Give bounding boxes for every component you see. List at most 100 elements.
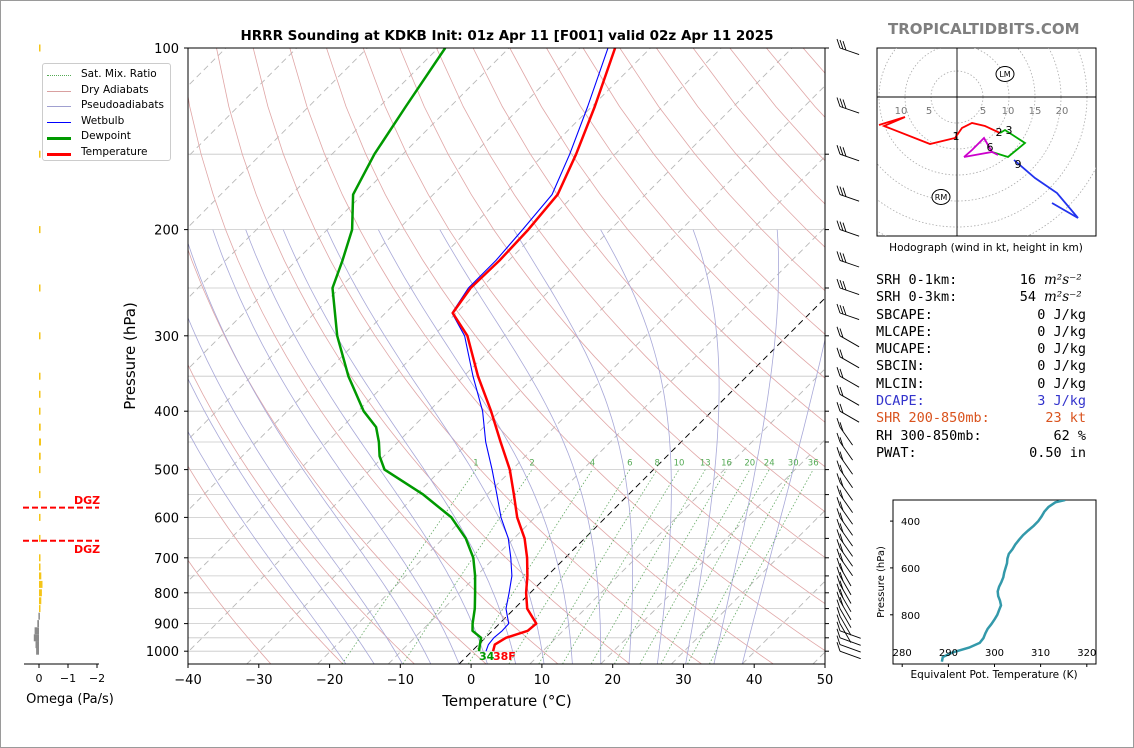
- omega-bar: [39, 572, 42, 580]
- barb-feather: [839, 279, 844, 290]
- param-row: MLCAPE: 0 J/kg: [876, 324, 1086, 341]
- barb-feather: [839, 328, 844, 338]
- barb-feather: [839, 437, 844, 447]
- omega-bar: [39, 226, 41, 234]
- barb-feather: [836, 557, 841, 568]
- legend-swatch: [47, 152, 71, 156]
- theta-e-panel: 280 290 300 310 320 400 600 800: [890, 499, 1097, 667]
- mixing-ratio-label: 20: [744, 459, 755, 469]
- wind-barb: [836, 447, 853, 475]
- y-tick-label: 300: [154, 330, 179, 345]
- skewt-ylabel: Pressure (hPa): [121, 302, 139, 410]
- wind-barb: [836, 185, 860, 202]
- barb-staff: [839, 259, 860, 268]
- barb-feather: [836, 326, 841, 336]
- wind-barb: [836, 599, 852, 628]
- barb-feather: [842, 187, 847, 197]
- moist-adiabat-line: [245, 229, 488, 664]
- x-tick-label: −20: [316, 673, 343, 688]
- omega-bar: [39, 423, 41, 431]
- barb-staff: [839, 229, 860, 237]
- barb-feather: [836, 621, 841, 631]
- moist-adiabat-line: [188, 242, 432, 664]
- dry-adiabat-line: [509, 48, 825, 423]
- isotherm-line: [317, 155, 825, 664]
- omega-bar: [39, 150, 41, 158]
- isotherm-line: [188, 48, 510, 370]
- omega-bar: [39, 554, 41, 562]
- barb-feather: [836, 628, 841, 638]
- barb-staff: [839, 106, 860, 114]
- moist-adiabat-line: [188, 430, 347, 664]
- barb-feather: [836, 303, 841, 314]
- legend-item: Wetbulb: [47, 115, 167, 130]
- barb-feather: [839, 596, 844, 607]
- barb-staff: [839, 615, 852, 636]
- barb-staff: [839, 538, 853, 557]
- param-label: DCAPE:: [876, 393, 925, 410]
- hodograph-height-label: 2: [996, 126, 1003, 139]
- mixing-ratio-line: [562, 469, 680, 664]
- legend-item: Sat. Mix. Ratio: [47, 68, 167, 83]
- param-row: MUCAPE: 0 J/kg: [876, 341, 1086, 358]
- param-label: SRH 0-3km:: [876, 289, 958, 306]
- barb-feather: [836, 518, 841, 529]
- omega-bar: [39, 491, 41, 499]
- barb-feather: [839, 422, 844, 432]
- theta-e-clip: [940, 500, 1066, 662]
- dry-adiabat-line: [362, 48, 825, 605]
- barb-feather: [836, 566, 841, 577]
- param-value: 16: [1019, 272, 1036, 288]
- omega-bar: [39, 513, 41, 521]
- wind-barb: [836, 635, 861, 653]
- wind-barb: [836, 591, 852, 621]
- mixing-ratio-label: 2: [529, 459, 534, 469]
- isotherm-line: [671, 509, 825, 664]
- wind-barb: [836, 251, 860, 268]
- y-tick-label: 900: [154, 618, 179, 633]
- omega-bar: [39, 372, 41, 380]
- y-tick-label: 700: [154, 552, 179, 567]
- barb-feather: [839, 512, 844, 522]
- barb-feather: [839, 580, 844, 590]
- mixing-ratio-line: [614, 469, 727, 664]
- wind-barb: [836, 417, 853, 446]
- hodograph-height-label: 9: [1015, 158, 1022, 171]
- mixing-ratio-line: [709, 469, 814, 664]
- isotherm-line: [188, 48, 793, 653]
- mixing-ratio-label: 8: [654, 459, 659, 469]
- rm-marker: [931, 189, 951, 205]
- wind-barb: [836, 539, 853, 567]
- barb-feather: [839, 451, 844, 461]
- barb-feather: [836, 473, 841, 483]
- barb-feather: [839, 477, 844, 487]
- legend-swatch: [47, 137, 71, 140]
- barb-staff: [839, 410, 860, 423]
- barb-staff: [839, 584, 852, 604]
- wind-barb: [836, 529, 853, 557]
- barb-feather: [842, 280, 847, 291]
- barb-staff: [839, 393, 860, 406]
- barb-feather: [836, 599, 841, 609]
- surface-temperature-label: 38F: [493, 650, 516, 663]
- wind-barb: [836, 385, 860, 406]
- mixing-ratio-label: 36: [808, 459, 819, 469]
- barb-staff: [839, 505, 853, 525]
- param-row: MLCIN: 0 J/kg: [876, 376, 1086, 393]
- barb-feather: [839, 146, 844, 156]
- chart-legend: Sat. Mix. Ratio Dry Adiabats Pseudoadiabat…: [42, 63, 171, 161]
- param-unit: m²s⁻²: [1044, 289, 1082, 306]
- x-tick-label: −10: [387, 673, 414, 688]
- theta-e-frame: [892, 499, 1097, 665]
- param-value: 3 J/kg: [1037, 393, 1086, 410]
- param-row: PWAT: 0.50 in: [876, 445, 1086, 462]
- dry-adiabat-line: [546, 48, 825, 379]
- param-value: 0 J/kg: [1037, 341, 1086, 358]
- hodograph-trace-3-6km: [963, 136, 993, 158]
- legend-swatch: [47, 121, 71, 123]
- hodograph-trace-1-3km: [991, 128, 1027, 159]
- dgz-label-top: DGZ: [74, 494, 100, 507]
- barb-feather: [839, 543, 844, 553]
- barb-staff: [839, 600, 852, 621]
- omega-bar: [35, 641, 39, 649]
